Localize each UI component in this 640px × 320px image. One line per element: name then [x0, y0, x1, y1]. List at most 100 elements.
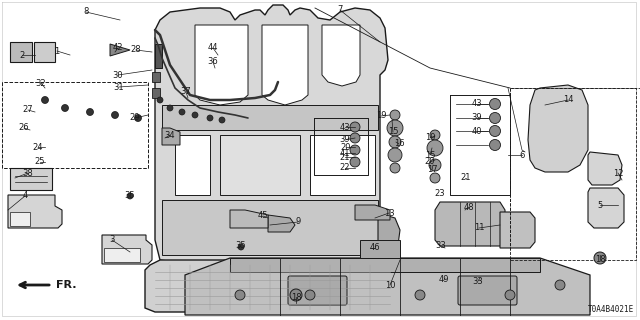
Text: 10: 10: [385, 281, 396, 290]
Text: 21: 21: [461, 173, 471, 182]
Text: 39: 39: [340, 135, 350, 145]
Text: 48: 48: [464, 203, 474, 212]
Polygon shape: [378, 215, 400, 252]
Text: 21: 21: [340, 153, 350, 162]
Text: 33: 33: [436, 242, 446, 251]
Polygon shape: [195, 25, 248, 105]
Polygon shape: [162, 105, 378, 130]
Text: 7: 7: [337, 5, 342, 14]
Text: 9: 9: [296, 218, 301, 227]
Text: 29: 29: [130, 114, 140, 123]
Polygon shape: [34, 42, 55, 62]
Circle shape: [290, 289, 302, 301]
Text: 12: 12: [612, 169, 623, 178]
Text: 38: 38: [22, 169, 33, 178]
Text: 39: 39: [472, 114, 483, 123]
Text: 19: 19: [376, 111, 387, 121]
Text: 44: 44: [208, 44, 218, 52]
Circle shape: [305, 290, 315, 300]
Text: 11: 11: [474, 223, 484, 233]
Text: 30: 30: [113, 70, 124, 79]
Circle shape: [490, 140, 500, 150]
Text: 14: 14: [563, 95, 573, 105]
Text: 18: 18: [291, 292, 301, 301]
Text: FR.: FR.: [56, 280, 77, 290]
Circle shape: [350, 145, 360, 155]
Text: 28: 28: [131, 45, 141, 54]
Circle shape: [390, 163, 400, 173]
Polygon shape: [360, 240, 400, 258]
Text: 46: 46: [370, 244, 380, 252]
Polygon shape: [185, 258, 590, 315]
Circle shape: [127, 193, 133, 199]
Polygon shape: [175, 135, 210, 195]
Circle shape: [388, 148, 402, 162]
Text: 36: 36: [207, 58, 218, 67]
Polygon shape: [588, 188, 624, 228]
Text: 5: 5: [597, 201, 603, 210]
Text: 17: 17: [427, 165, 437, 174]
Circle shape: [350, 122, 360, 132]
Text: 45: 45: [258, 212, 268, 220]
Polygon shape: [162, 128, 180, 145]
Text: 19: 19: [425, 133, 435, 142]
Circle shape: [430, 173, 440, 183]
Circle shape: [389, 136, 401, 148]
Polygon shape: [155, 44, 162, 68]
Circle shape: [167, 105, 173, 111]
Text: 15: 15: [388, 127, 398, 137]
Circle shape: [490, 99, 500, 109]
Circle shape: [555, 280, 565, 290]
Polygon shape: [310, 135, 375, 195]
Circle shape: [86, 108, 93, 116]
Text: T0A4B4021E: T0A4B4021E: [588, 305, 634, 314]
Text: 37: 37: [180, 87, 191, 97]
Polygon shape: [8, 195, 62, 228]
Text: 49: 49: [439, 276, 449, 284]
Text: 43: 43: [340, 123, 350, 132]
FancyBboxPatch shape: [288, 276, 347, 305]
Text: 13: 13: [384, 209, 394, 218]
Text: 20: 20: [425, 157, 435, 166]
Text: 33: 33: [472, 276, 483, 285]
Circle shape: [490, 113, 500, 124]
Polygon shape: [102, 235, 152, 264]
Text: 4: 4: [22, 191, 28, 201]
Text: 32: 32: [36, 78, 46, 87]
Polygon shape: [588, 152, 622, 185]
Text: 34: 34: [164, 131, 175, 140]
Circle shape: [219, 117, 225, 123]
Text: 42: 42: [113, 44, 124, 52]
Polygon shape: [145, 260, 400, 312]
Polygon shape: [10, 212, 30, 226]
Circle shape: [429, 159, 441, 171]
Polygon shape: [104, 248, 140, 262]
Circle shape: [235, 290, 245, 300]
Text: 43: 43: [472, 100, 483, 108]
Text: 41: 41: [340, 148, 350, 157]
Polygon shape: [110, 44, 130, 56]
Circle shape: [192, 112, 198, 118]
Circle shape: [350, 133, 360, 143]
Text: 35: 35: [125, 191, 135, 201]
Text: 3: 3: [109, 236, 115, 244]
Circle shape: [42, 97, 49, 103]
Circle shape: [594, 252, 606, 264]
Polygon shape: [152, 72, 160, 82]
Circle shape: [61, 105, 68, 111]
Text: 31: 31: [114, 83, 124, 92]
Text: 6: 6: [519, 150, 525, 159]
Polygon shape: [500, 212, 535, 248]
Text: 26: 26: [19, 124, 29, 132]
Text: 40: 40: [472, 126, 483, 135]
Circle shape: [350, 157, 360, 167]
Text: 35: 35: [236, 242, 246, 251]
Polygon shape: [528, 85, 588, 172]
Polygon shape: [162, 200, 378, 255]
Text: 20: 20: [340, 142, 351, 151]
Polygon shape: [322, 25, 360, 86]
Circle shape: [179, 109, 185, 115]
Polygon shape: [220, 135, 300, 195]
Polygon shape: [10, 42, 32, 62]
Circle shape: [134, 115, 141, 122]
